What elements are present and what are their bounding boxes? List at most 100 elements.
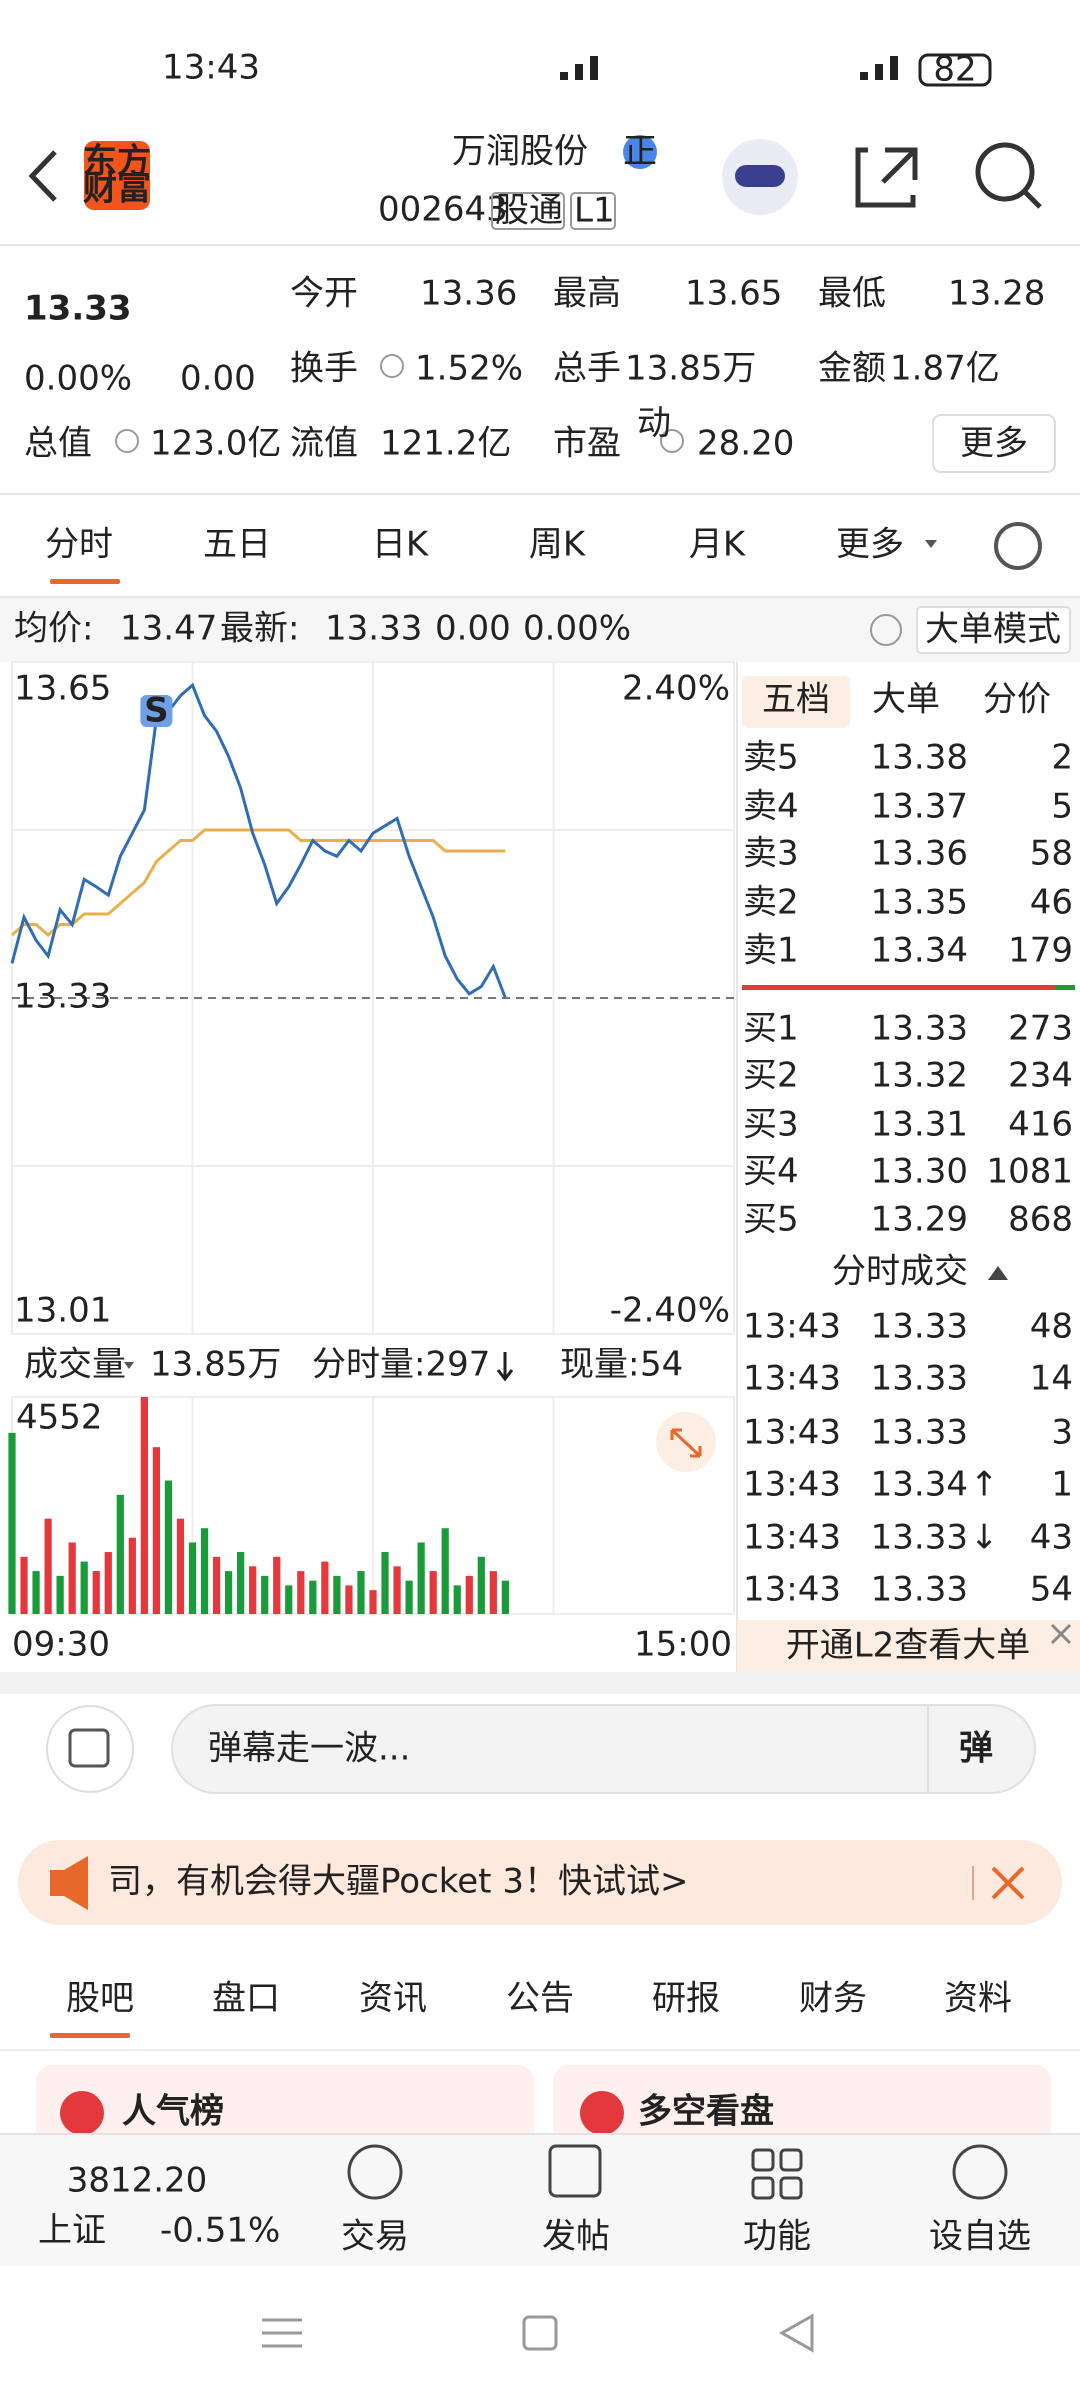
post-icon[interactable] [548, 2144, 602, 2198]
settings-icon[interactable] [994, 522, 1042, 570]
dropdown [925, 540, 937, 548]
badge-text: 正 [623, 132, 657, 172]
section-tab[interactable]: 财务 [799, 1979, 867, 2019]
section-tab[interactable]: 研报 [652, 1979, 720, 2019]
mode-button[interactable] [916, 606, 1071, 654]
ask-label: 卖4 [743, 787, 799, 827]
volume-bar [200, 1528, 209, 1614]
more-text[interactable]: 更多 [960, 424, 1028, 464]
volume-bar [297, 1571, 305, 1614]
more-button[interactable] [932, 414, 1056, 473]
nav-home[interactable] [522, 2315, 558, 2351]
tab[interactable]: 更多 [836, 525, 904, 565]
volume-bar [92, 1571, 100, 1614]
volume-bar [104, 1552, 112, 1614]
ask-price: 13.34 [871, 931, 968, 971]
func-icon[interactable] [751, 2148, 775, 2172]
help-icon[interactable] [870, 614, 902, 646]
trade-time: 13:43 [743, 1413, 841, 1453]
field-value: 121.2亿 [380, 424, 511, 464]
danmu-settings[interactable] [46, 1705, 134, 1793]
bid-price: 13.30 [871, 1152, 968, 1192]
avg: 13.47 [120, 609, 217, 649]
nav-item[interactable]: 设自选 [929, 2217, 1031, 2257]
trade-vol: 54 [1030, 1570, 1073, 1610]
y-tick-label: 13.01 [14, 1291, 111, 1331]
section-tab[interactable]: 资讯 [359, 1979, 427, 2019]
latest: 13.33 [325, 609, 422, 649]
vol-label[interactable]: 成交量 [24, 1345, 126, 1385]
danmu-icon [68, 1728, 110, 1768]
bid-label: 买4 [743, 1152, 799, 1192]
volume-bar [116, 1494, 124, 1614]
gap [0, 1672, 1080, 1694]
volume-bar [80, 1561, 88, 1614]
section-tab[interactable]: 盘口 [212, 1979, 280, 2019]
bid-vol: 868 [1008, 1200, 1073, 1240]
tag-text: 股通 [495, 191, 563, 231]
trade-time: 13:43 [743, 1518, 841, 1558]
nav-menu[interactable] [262, 2318, 302, 2348]
section-tab[interactable]: 资料 [944, 1979, 1012, 2019]
volume-bar [477, 1556, 485, 1614]
tab[interactable]: 月K [689, 525, 747, 565]
field-label: 今开 [290, 274, 358, 314]
share-icon[interactable] [855, 147, 918, 208]
danmu-input[interactable] [171, 1704, 1036, 1794]
volume-bar [453, 1585, 461, 1614]
field-label: 换手 [290, 349, 358, 389]
field-value: 1.52% [415, 349, 523, 389]
banner-close[interactable] [991, 1866, 1025, 1900]
ask-vol: 58 [1030, 834, 1073, 874]
card[interactable] [553, 2065, 1051, 2145]
signal [560, 56, 898, 80]
nav-item[interactable]: 交易 [341, 2217, 409, 2257]
l2-bg[interactable] [737, 1620, 1080, 1672]
tab[interactable]: 五日 [203, 525, 271, 565]
volume-bar [176, 1518, 185, 1614]
search-icon[interactable] [975, 142, 1035, 202]
card[interactable] [36, 2065, 534, 2145]
nav-item[interactable]: 功能 [743, 2217, 811, 2257]
book-tab[interactable]: 大单 [872, 680, 940, 720]
nav-back[interactable] [778, 2313, 814, 2353]
volume-bar [128, 1537, 136, 1614]
trade-icon[interactable] [347, 2144, 403, 2200]
section-tab[interactable]: 股吧 [66, 1979, 134, 2019]
tab[interactable]: 日K [372, 525, 430, 565]
tab[interactable]: 分时 [45, 525, 113, 565]
card-title[interactable]: 人气榜 [122, 2092, 224, 2132]
card-title[interactable]: 多空看盘 [638, 2092, 774, 2132]
back-icon[interactable] [28, 150, 57, 202]
section-tab[interactable]: 公告 [506, 1979, 574, 2019]
vol-current-label: 现量: [560, 1345, 639, 1385]
bid-vol: 273 [1008, 1009, 1073, 1049]
bid-price: 13.33 [871, 1009, 968, 1049]
tab[interactable]: 周K [529, 525, 587, 565]
mode-text[interactable]: 大单模式 [925, 610, 1061, 650]
ask-vol: 5 [1051, 787, 1073, 827]
bid-bar [1055, 985, 1075, 990]
l2-link[interactable]: 开通L2查看大单 [786, 1626, 1031, 1666]
banner-text[interactable]: 司，有机会得大疆Pocket 3！快试试> [108, 1862, 688, 1902]
volume-bar [249, 1566, 257, 1614]
trade-arrow: ↓ [970, 1518, 999, 1558]
watch-icon[interactable] [952, 2144, 1008, 2200]
danmu-button[interactable]: 弹 [959, 1729, 993, 1769]
index-name: 上证 [38, 2211, 106, 2251]
price: 13.33 [24, 289, 132, 329]
book-tab[interactable]: 五档 [762, 680, 830, 720]
volume-bar [68, 1542, 76, 1614]
status-time: 13:43 [162, 48, 260, 88]
field-label: 总手 [553, 349, 621, 389]
ask-vol: 2 [1051, 738, 1073, 778]
banner-bg[interactable] [18, 1840, 1062, 1925]
battery [918, 53, 992, 87]
volume-bar [441, 1528, 449, 1614]
book-tab[interactable]: 分价 [983, 680, 1051, 720]
nav-item[interactable]: 发帖 [542, 2217, 610, 2257]
volume-bar [152, 1447, 161, 1614]
vol-current: 54 [640, 1345, 683, 1385]
ask-label: 卖1 [743, 931, 799, 971]
section-underline [50, 2033, 130, 2038]
